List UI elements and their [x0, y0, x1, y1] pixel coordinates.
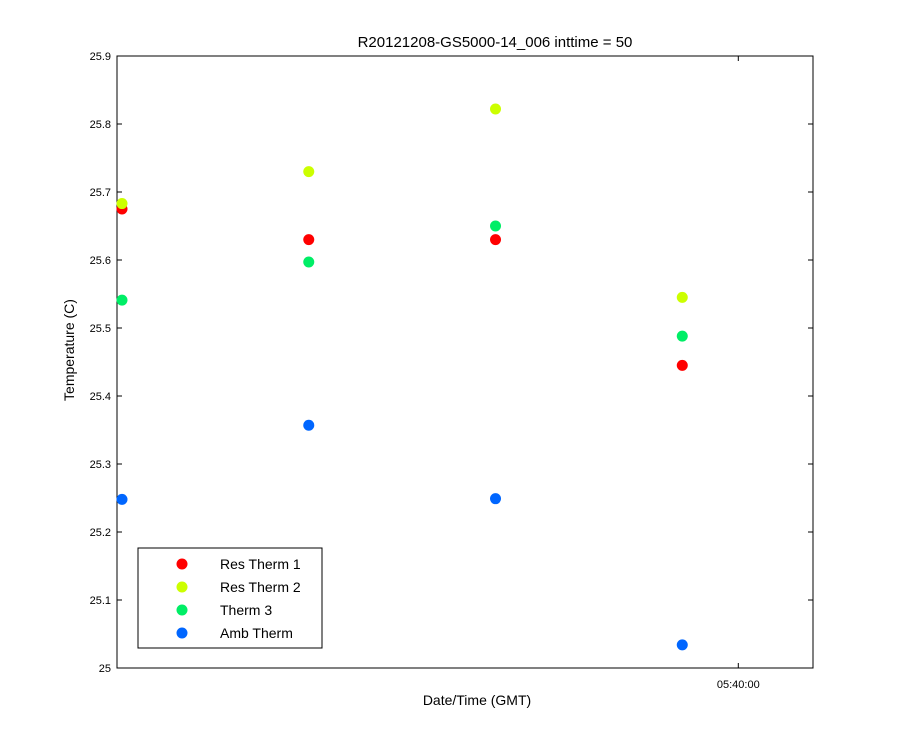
- y-tick-label: 25.5: [90, 323, 111, 335]
- y-tick-label: 25.9: [90, 51, 111, 63]
- data-points: [116, 103, 688, 651]
- data-point-res-therm-1: [676, 359, 688, 371]
- legend-label: Res Therm 2: [220, 579, 301, 595]
- y-tick-label: 25.8: [90, 119, 111, 131]
- data-point-therm-3: [116, 294, 128, 306]
- legend-marker: [176, 604, 188, 616]
- data-point-therm-3: [676, 330, 688, 342]
- data-point-res-therm-2: [676, 291, 688, 303]
- data-point-res-therm-2: [303, 166, 315, 178]
- data-point-res-therm-2: [116, 198, 128, 210]
- data-point-therm-3: [490, 220, 502, 232]
- axis-ticks: 25 25.1 25.2 25.3 25.4 25.5 25.6 25.7 25.8 25.9 05…: [90, 51, 813, 691]
- y-axis-label: Temperature (C): [61, 299, 77, 401]
- y-tick-label: 25.2: [90, 527, 111, 539]
- data-point-res-therm-1: [303, 234, 315, 246]
- legend-marker: [176, 581, 188, 593]
- data-point-amb-therm: [676, 639, 688, 651]
- y-tick-label: 25.1: [90, 595, 111, 607]
- y-tick-label: 25.6: [90, 255, 111, 267]
- legend-marker: [176, 627, 188, 639]
- legend-box: [137, 547, 323, 649]
- x-axis-label: Date/Time (GMT): [423, 692, 531, 708]
- data-point-therm-3: [303, 256, 315, 268]
- data-point-amb-therm: [303, 419, 315, 431]
- legend-marker: [176, 558, 188, 570]
- chart-title: R20121208-GS5000-14_006 inttime = 50: [358, 34, 633, 51]
- y-tick-label: 25.4: [90, 391, 111, 403]
- data-point-amb-therm: [490, 493, 502, 505]
- legend-label: Res Therm 1: [220, 556, 301, 572]
- data-point-res-therm-2: [490, 103, 502, 115]
- legend: Res Therm 1 Res Therm 2 Therm 3 Amb Therm: [137, 547, 323, 649]
- legend-label: Therm 3: [220, 602, 272, 618]
- legend-label: Amb Therm: [220, 625, 293, 641]
- y-tick-label: 25.7: [90, 187, 111, 199]
- data-point-res-therm-1: [490, 234, 502, 246]
- data-point-amb-therm: [116, 493, 128, 505]
- y-tick-label: 25.3: [90, 459, 111, 471]
- y-tick-label: 25: [99, 663, 111, 675]
- x-tick-label: 05:40:00: [717, 679, 760, 691]
